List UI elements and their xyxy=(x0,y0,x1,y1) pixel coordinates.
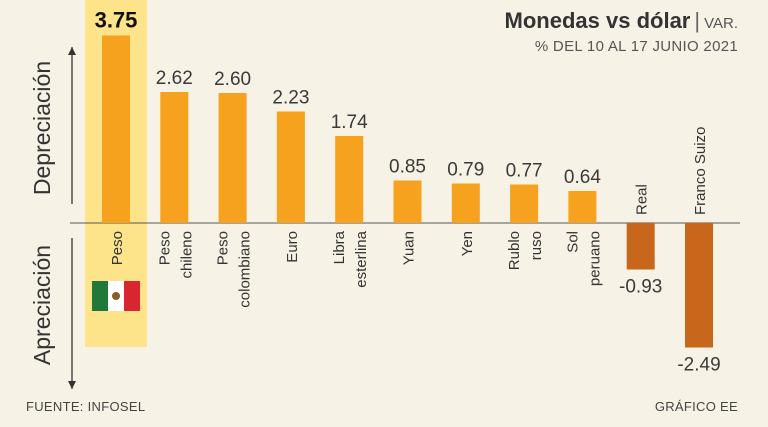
bar-6 xyxy=(451,183,480,223)
chart-subtitle: % DEL 10 AL 17 JUNIO 2021 xyxy=(534,38,738,55)
value-label-0: 3.75 xyxy=(95,8,138,33)
svg-text:Libra: Libra xyxy=(331,230,348,264)
bar-0 xyxy=(102,35,130,223)
svg-text:Euro: Euro xyxy=(284,231,301,263)
value-label-3: 2.23 xyxy=(272,88,309,109)
svg-text:Yen: Yen xyxy=(459,231,476,256)
svg-text:peruano: peruano xyxy=(586,231,603,286)
value-label-2: 2.60 xyxy=(214,69,251,90)
title-separator: | xyxy=(694,8,701,33)
svg-text:ruso: ruso xyxy=(528,231,545,260)
value-label-5: 0.85 xyxy=(389,157,426,178)
category-label-6: Yen xyxy=(459,231,476,256)
category-label-2: Peso colombiano xyxy=(215,231,254,308)
chart-title: Monedas vs dólar xyxy=(504,8,691,33)
category-label-7: Rublo ruso xyxy=(506,231,545,270)
value-label-4: 1.74 xyxy=(331,112,368,133)
depreciation-arrow xyxy=(68,47,76,204)
bar-10 xyxy=(685,223,713,348)
mexico-flag-icon xyxy=(92,281,140,311)
category-label-4: Libra esterlina xyxy=(331,230,370,287)
bar-4 xyxy=(335,136,364,223)
bar-2 xyxy=(218,93,247,223)
svg-text:colombiano: colombiano xyxy=(237,231,254,308)
value-label-9: -0.93 xyxy=(619,277,662,298)
svg-text:chileno: chileno xyxy=(178,231,195,279)
credit-note: GRÁFICO EE xyxy=(654,399,738,414)
value-label-6: 0.79 xyxy=(447,160,484,181)
bar-3 xyxy=(276,111,305,223)
value-label-10: -2.49 xyxy=(677,355,720,376)
svg-text:Sol: Sol xyxy=(564,231,581,253)
svg-text:Peso: Peso xyxy=(215,231,232,265)
appreciation-arrow xyxy=(68,238,76,389)
source-note: FUENTE: INFOSEL xyxy=(26,399,146,414)
value-label-7: 0.77 xyxy=(506,161,543,182)
category-label-5: Yuan xyxy=(401,231,418,265)
category-label-1: Peso chileno xyxy=(156,231,195,279)
category-label-3: Euro xyxy=(284,231,301,263)
bar-9 xyxy=(626,223,655,270)
category-label-8: Sol peruano xyxy=(564,231,603,286)
chart-title-suffix: VAR. xyxy=(704,15,738,32)
category-label-0: Peso xyxy=(109,231,126,265)
value-label-8: 0.64 xyxy=(564,167,601,188)
chart-header: Monedas vs dólar | VAR. xyxy=(505,8,738,34)
svg-text:esterlina: esterlina xyxy=(353,230,370,287)
bar-8 xyxy=(568,191,597,223)
bar-5 xyxy=(393,180,422,223)
svg-text:Peso: Peso xyxy=(109,231,126,265)
axis-label-apreciacion: Apreciación xyxy=(29,245,55,365)
svg-text:Franco Suizo: Franco Suizo xyxy=(692,127,709,215)
category-label-10: Franco Suizo xyxy=(692,127,709,215)
svg-text:Rublo: Rublo xyxy=(506,231,523,270)
svg-text:Real: Real xyxy=(634,184,651,215)
bar-1 xyxy=(160,92,189,223)
value-label-1: 2.62 xyxy=(156,68,193,89)
axis-label-depreciacion: Depreciación xyxy=(29,61,55,195)
category-label-9: Real xyxy=(634,184,651,215)
svg-text:Peso: Peso xyxy=(156,231,173,265)
bar-7 xyxy=(510,184,539,223)
svg-text:Yuan: Yuan xyxy=(401,231,418,265)
